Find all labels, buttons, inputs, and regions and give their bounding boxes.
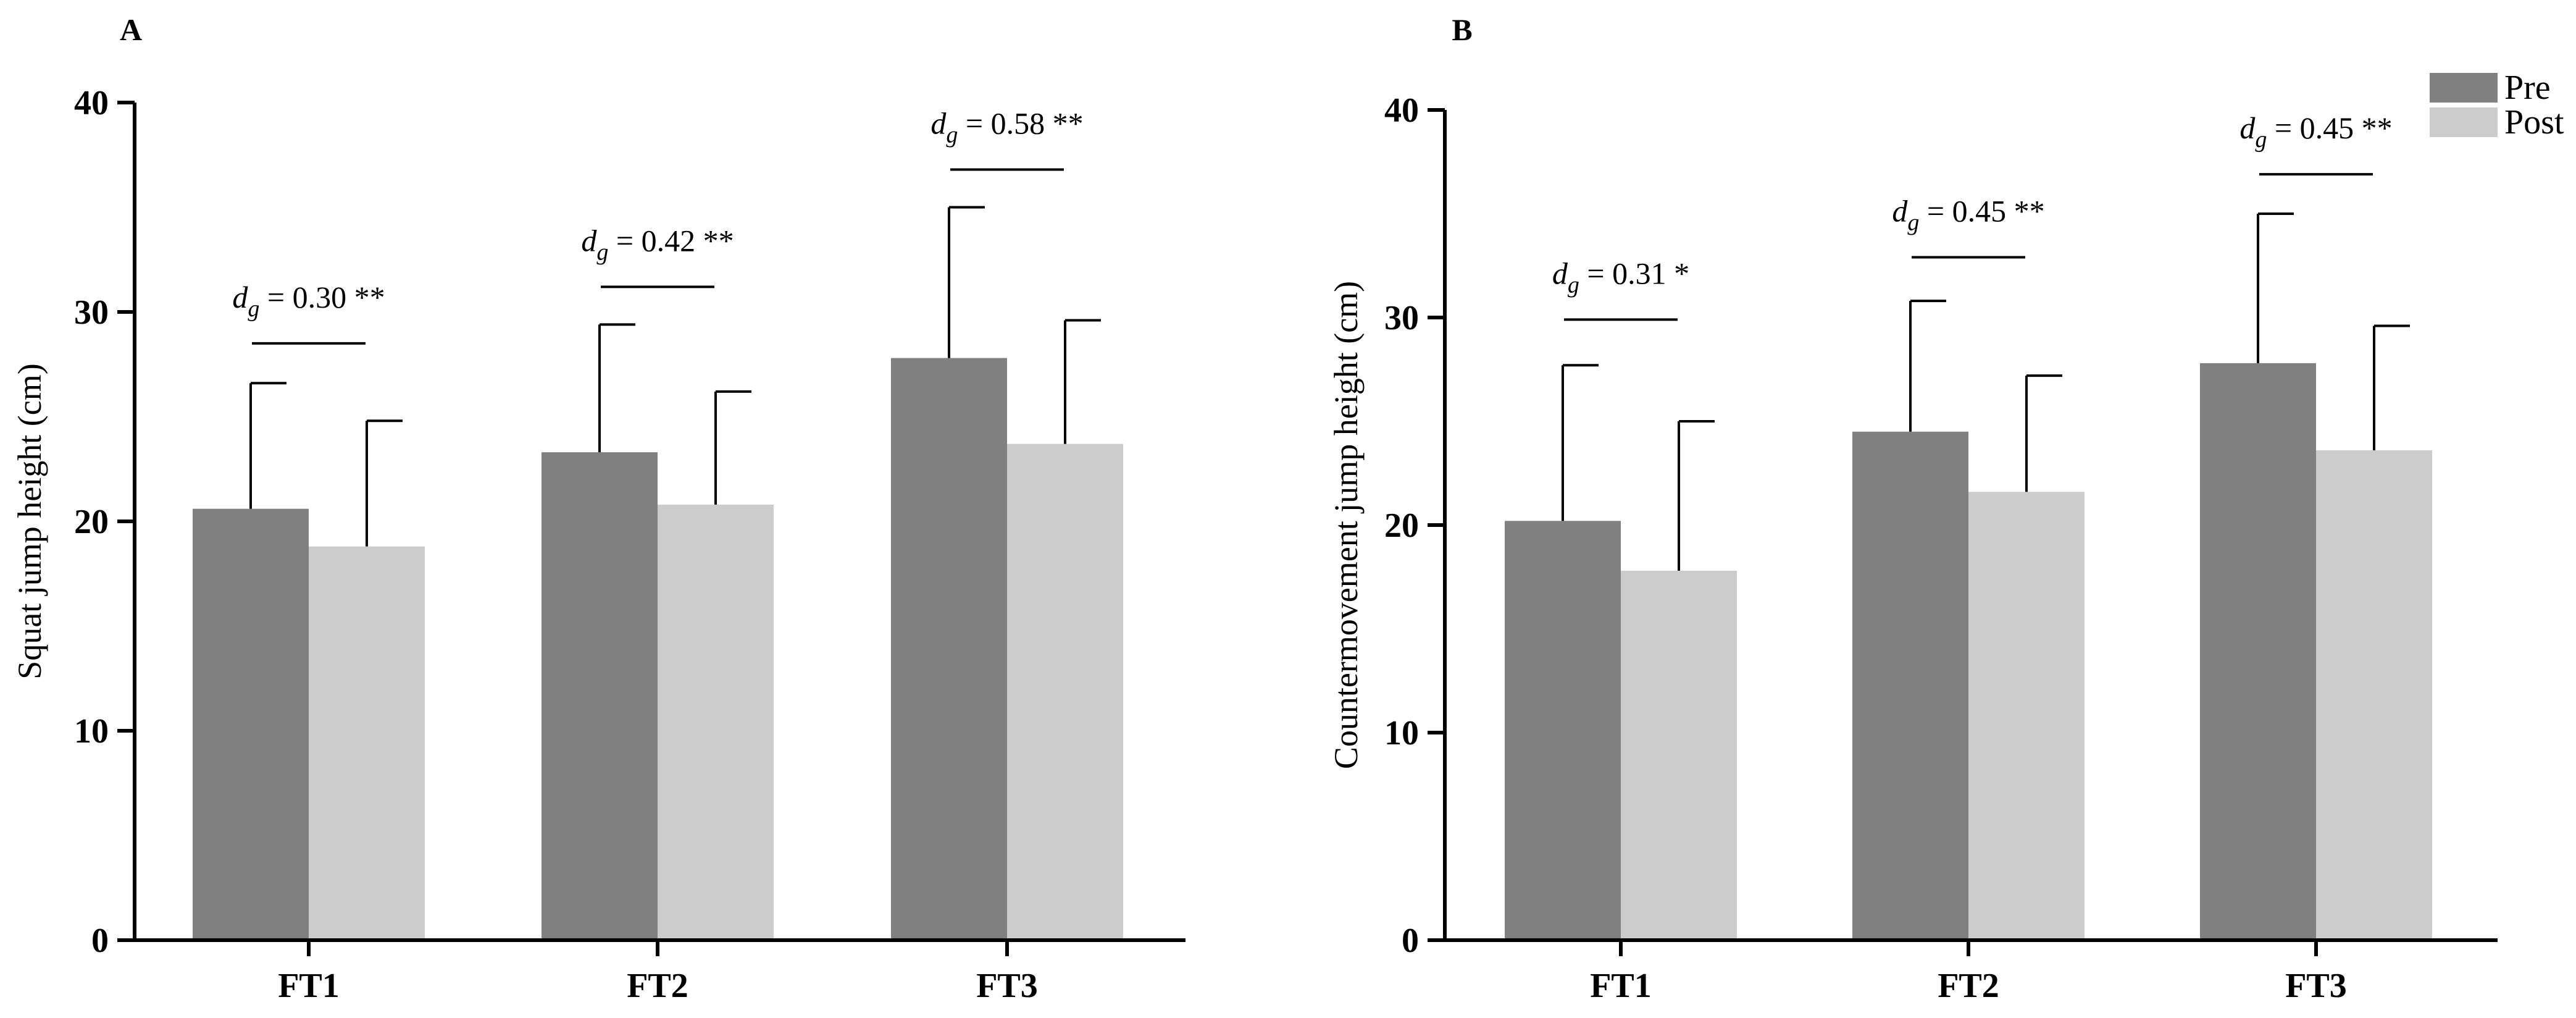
panel-label: A — [120, 12, 142, 47]
x-tick-label: FT1 — [1590, 967, 1652, 1005]
x-tick-label: FT2 — [627, 967, 688, 1005]
y-tick-label: 0 — [91, 922, 109, 960]
y-tick-label: 40 — [74, 84, 109, 122]
bar-post-ft2 — [1968, 492, 2085, 940]
bar-pre-ft2 — [542, 452, 658, 940]
y-axis-title: Squat jump height (cm) — [11, 363, 48, 679]
y-tick-label: 30 — [74, 293, 109, 332]
y-tick-label: 20 — [74, 503, 109, 541]
legend-swatch-post — [2430, 107, 2498, 137]
legend-label-post: Post — [2504, 103, 2564, 141]
effect-size-annotation: dg = 0.45 ** — [2239, 111, 2392, 153]
effect-size-annotation: dg = 0.31 * — [1552, 256, 1689, 298]
bar-post-ft3 — [1007, 444, 1123, 940]
legend-swatch-pre — [2430, 73, 2498, 103]
effect-size-annotation: dg = 0.30 ** — [232, 280, 385, 322]
y-tick-label: 10 — [1384, 714, 1419, 752]
bar-post-ft1 — [1621, 570, 1737, 940]
y-tick-label: 20 — [1384, 507, 1419, 545]
panel-b: B Countermovement jump height (cm) 0 10 20 30… — [1328, 12, 2564, 1005]
effect-size-annotation: dg = 0.58 ** — [930, 106, 1083, 148]
y-tick-label: 0 — [1402, 922, 1419, 960]
effect-size-annotation: dg = 0.45 ** — [1892, 194, 2044, 236]
bar-pre-ft2 — [1852, 431, 1968, 940]
panel-a: A Squat jump height (cm) 0 10 20 30 40 FT1 FT2 FT… — [11, 12, 1186, 1005]
x-tick-label: FT1 — [278, 967, 340, 1005]
bar-post-ft1 — [309, 546, 425, 940]
y-tick-label: 10 — [74, 712, 109, 751]
bar-pre-ft3 — [2200, 363, 2316, 940]
panel-label: B — [1452, 12, 1472, 47]
y-tick-label: 40 — [1384, 91, 1419, 130]
bar-post-ft3 — [2316, 450, 2432, 940]
bar-pre-ft3 — [891, 358, 1007, 940]
effect-size-annotation: dg = 0.42 ** — [581, 223, 734, 265]
x-tick-label: FT3 — [2285, 967, 2347, 1005]
bar-pre-ft1 — [1505, 521, 1621, 940]
x-tick-label: FT2 — [1938, 967, 1999, 1005]
bar-pre-ft1 — [193, 508, 309, 940]
x-tick-label: FT3 — [976, 967, 1038, 1005]
bar-post-ft2 — [658, 504, 774, 940]
y-axis-title: Countermovement jump height (cm) — [1328, 281, 1365, 769]
y-tick-label: 30 — [1384, 299, 1419, 337]
legend-label-pre: Pre — [2504, 69, 2551, 107]
